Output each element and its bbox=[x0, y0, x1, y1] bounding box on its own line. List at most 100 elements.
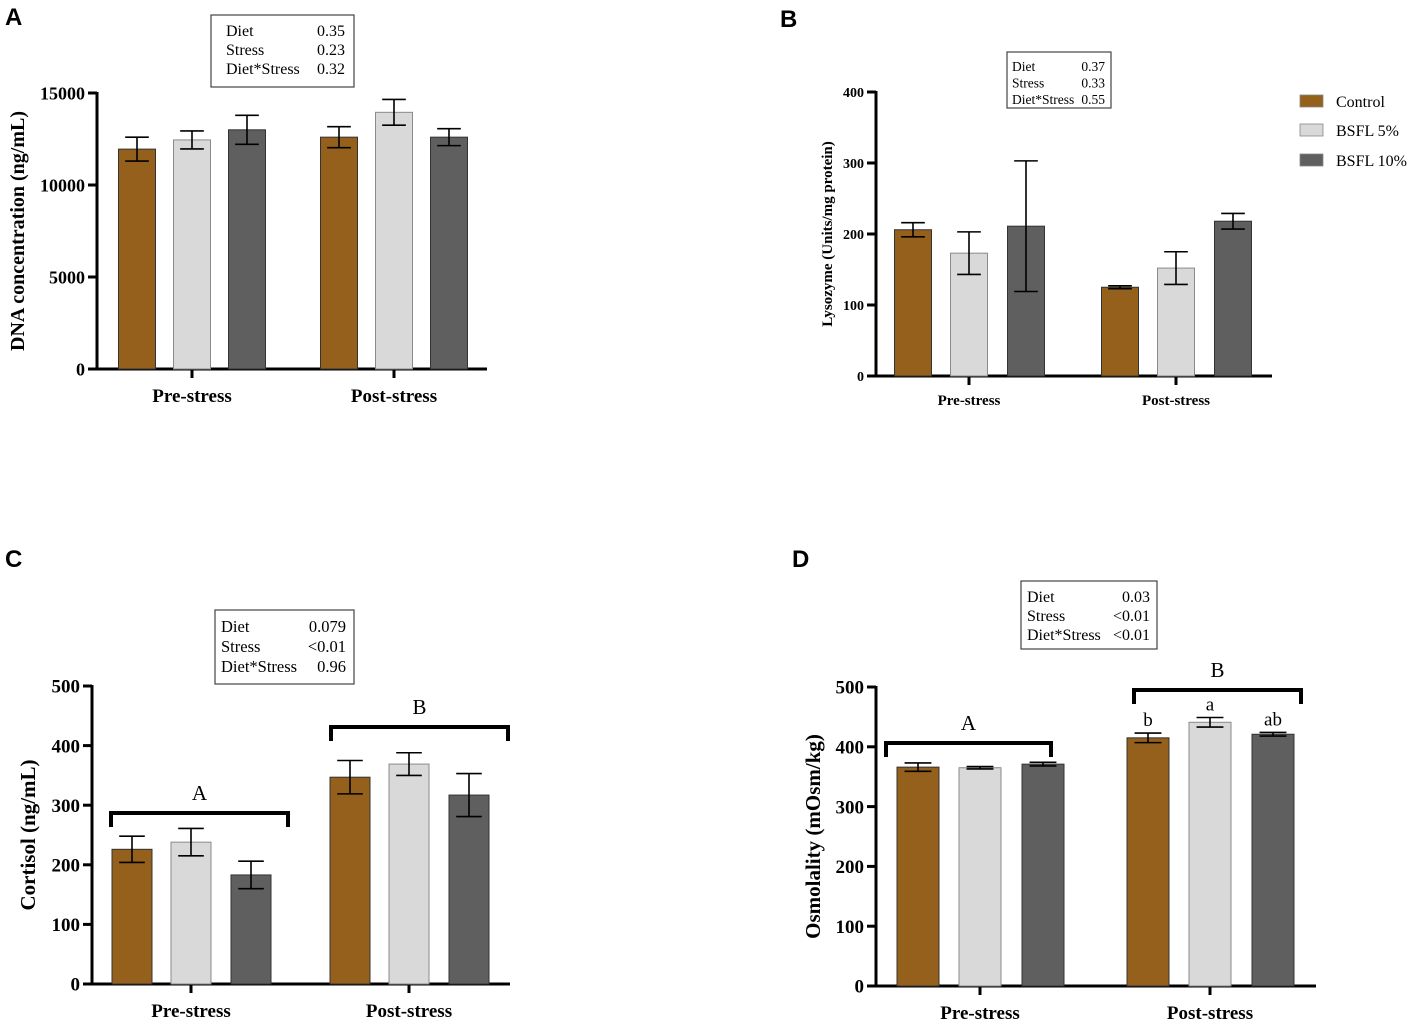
error-bar bbox=[904, 762, 932, 773]
group-letter: B bbox=[412, 695, 426, 719]
bar-control-post-stress bbox=[1126, 737, 1170, 987]
y-tick-label: 200 bbox=[52, 855, 81, 876]
error-bar bbox=[238, 860, 264, 890]
error-bar bbox=[1196, 716, 1224, 728]
group-letter: A bbox=[961, 711, 977, 735]
bar-bsfl-10--pre-stress bbox=[1021, 763, 1065, 987]
y-tick-label: 100 bbox=[52, 915, 81, 936]
stats-box bbox=[1020, 580, 1158, 650]
y-tick-label: 100 bbox=[843, 299, 864, 314]
error-bar bbox=[1029, 761, 1057, 767]
y-tick-label: 400 bbox=[843, 86, 864, 101]
x-tick-label: Pre-stress bbox=[940, 1003, 1020, 1024]
y-tick-label: 300 bbox=[836, 797, 865, 818]
stats-p-value: <0.01 bbox=[1113, 627, 1150, 644]
x-tick-label: Pre-stress bbox=[152, 386, 232, 407]
stats-p-value: 0.23 bbox=[317, 42, 345, 59]
stats-p-value: 0.079 bbox=[309, 617, 346, 636]
group-bracket bbox=[884, 741, 1053, 757]
bar-bsfl-10--post-stress bbox=[1214, 220, 1252, 377]
bar-bsfl-5--post-stress bbox=[1188, 721, 1232, 987]
y-tick-label: 200 bbox=[843, 228, 864, 243]
error-bar bbox=[119, 835, 145, 864]
bar-bsfl-5--pre-stress bbox=[958, 767, 1002, 987]
bar-control-pre-stress bbox=[118, 148, 156, 370]
stats-p-value: 0.32 bbox=[317, 61, 345, 78]
stats-term: Diet bbox=[226, 23, 254, 40]
bar-bsfl-10--pre-stress bbox=[228, 129, 266, 370]
error-bar bbox=[180, 130, 204, 150]
group-bracket bbox=[1132, 688, 1303, 704]
legend-swatch bbox=[1299, 123, 1324, 137]
error-bar bbox=[1014, 160, 1038, 293]
stats-p-value: 0.37 bbox=[1081, 59, 1105, 74]
stats-p-value: <0.01 bbox=[1113, 608, 1150, 625]
panel-a: A 0 5000 10000 15000 Pre-stress Post-stress DNA… bbox=[5, 4, 487, 407]
bar-bsfl-10--post-stress bbox=[1251, 733, 1295, 987]
x-tick-label: Pre-stress bbox=[151, 1001, 231, 1022]
stats-term: Diet*Stress bbox=[1012, 92, 1074, 107]
stats-p-value: 0.03 bbox=[1122, 589, 1150, 606]
y-tick-label: 200 bbox=[836, 857, 865, 878]
bar-control-pre-stress bbox=[111, 848, 153, 985]
y-tick-label: 0 bbox=[76, 359, 85, 379]
error-bar bbox=[901, 221, 925, 238]
x-tick-label: Post-stress bbox=[351, 386, 437, 407]
bar-control-post-stress bbox=[320, 136, 358, 370]
stats-term: Diet*Stress bbox=[221, 657, 297, 676]
stats-term: Stress bbox=[1012, 76, 1044, 91]
error-bar bbox=[1108, 285, 1132, 290]
y-tick-label: 15000 bbox=[40, 83, 85, 103]
bar-bsfl-10--post-stress bbox=[430, 136, 468, 370]
group-bracket bbox=[109, 811, 290, 827]
y-axis-label: Lysozyme (Units/mg protein) bbox=[820, 141, 836, 327]
bar-control-pre-stress bbox=[894, 229, 932, 377]
panel-label: B bbox=[780, 6, 797, 33]
stats-p-value: 0.33 bbox=[1081, 76, 1105, 91]
y-tick-label: 10000 bbox=[40, 175, 85, 195]
panel-label: C bbox=[5, 546, 22, 573]
bar-bsfl-5--post-stress bbox=[388, 763, 430, 985]
y-tick-label: 500 bbox=[52, 677, 81, 698]
stats-term: Diet*Stress bbox=[1027, 627, 1101, 644]
bar-bsfl-5--post-stress bbox=[375, 111, 413, 370]
significance-letter: ab bbox=[1264, 709, 1282, 730]
error-bar bbox=[327, 125, 351, 149]
stats-p-value: 0.55 bbox=[1081, 92, 1105, 107]
x-tick-label: Pre-stress bbox=[938, 393, 1001, 409]
panel-label: A bbox=[5, 4, 22, 31]
group-letter: B bbox=[1210, 658, 1224, 682]
error-bar bbox=[1164, 250, 1188, 286]
bar-bsfl-5--post-stress bbox=[1157, 267, 1195, 377]
error-bar bbox=[337, 759, 363, 795]
bar-bsfl-10--post-stress bbox=[448, 794, 490, 985]
bar-bsfl-5--pre-stress bbox=[173, 139, 211, 370]
panel-c: C 0 100 200 300 400 500 Pre-stress Post-stress Co… bbox=[5, 546, 510, 1022]
stats-term: Stress bbox=[226, 42, 264, 59]
y-axis-label: Cortisol (ng/mL) bbox=[16, 759, 40, 910]
error-bar bbox=[235, 114, 259, 146]
stats-box bbox=[210, 14, 355, 88]
bar-control-post-stress bbox=[1101, 286, 1139, 377]
y-tick-label: 0 bbox=[855, 977, 865, 998]
x-tick-label: Post-stress bbox=[1142, 393, 1210, 409]
panel-b: B 0 100 200 300 400 Pre-stress Post-stress Lysoz… bbox=[780, 6, 1407, 409]
y-tick-label: 0 bbox=[71, 975, 81, 996]
panel-label: D bbox=[792, 546, 809, 573]
stats-term: Stress bbox=[221, 637, 260, 656]
y-tick-label: 5000 bbox=[49, 267, 85, 287]
y-axis-label: DNA concentration (ng/mL) bbox=[7, 111, 29, 351]
bar-bsfl-5--pre-stress bbox=[170, 841, 212, 985]
bar-control-post-stress bbox=[329, 776, 371, 985]
stats-box bbox=[214, 609, 355, 685]
group-letter: A bbox=[192, 781, 208, 805]
y-tick-label: 400 bbox=[836, 737, 865, 758]
error-bar bbox=[1134, 732, 1162, 744]
error-bar bbox=[396, 751, 422, 777]
x-tick-label: Post-stress bbox=[1167, 1003, 1253, 1024]
y-tick-label: 300 bbox=[843, 157, 864, 172]
group-bracket bbox=[329, 725, 510, 741]
error-bar bbox=[382, 98, 406, 126]
error-bar bbox=[178, 827, 204, 857]
